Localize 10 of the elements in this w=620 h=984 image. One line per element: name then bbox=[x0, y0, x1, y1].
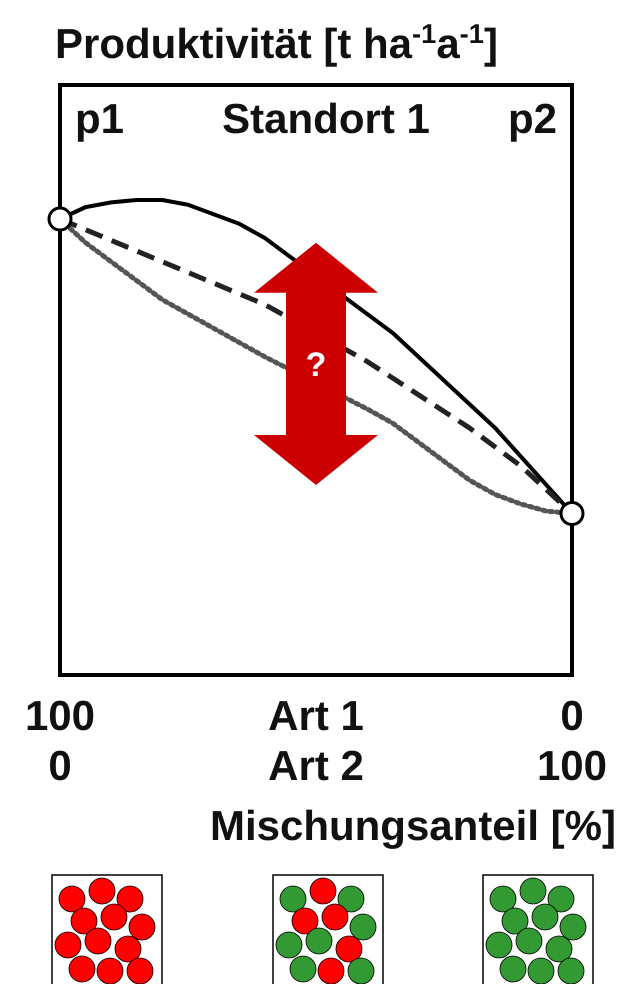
text: Mischungsanteil [%] bbox=[210, 802, 616, 849]
chart-title: Standort 1 bbox=[222, 95, 430, 142]
text: p2 bbox=[508, 95, 557, 142]
y-axis-title: Produktivität [t ha$^{-1}$a$^{-1}$] bbox=[55, 18, 498, 67]
annotation: ? bbox=[306, 346, 326, 384]
text: p1 bbox=[75, 95, 124, 142]
x2-axis-title: Art 2 bbox=[268, 742, 364, 789]
x2-tick-label: 0 bbox=[48, 742, 72, 789]
x2-tick-label: 100 bbox=[536, 742, 608, 789]
x-axis-title: Art 1 bbox=[268, 692, 364, 739]
